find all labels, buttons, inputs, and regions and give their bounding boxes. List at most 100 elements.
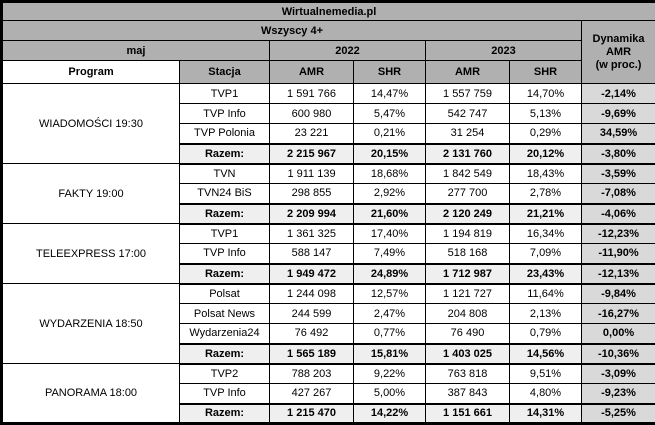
station-cell: Polsat News <box>180 304 270 324</box>
title-row: Wirtualnemedia.pl <box>2 2 655 21</box>
station-cell: Razem: <box>180 264 270 284</box>
dynamics-header-line3: (w proc.) <box>584 59 653 72</box>
shr-2023-cell: 23,43% <box>510 264 582 284</box>
shr-2023-cell: 14,70% <box>510 84 582 104</box>
shr-2023-cell: 7,09% <box>510 244 582 264</box>
amr-2022-cell: 2 209 994 <box>270 204 354 224</box>
shr-2022-cell: 21,60% <box>354 204 426 224</box>
population-header: Wszyscy 4+ <box>2 21 582 41</box>
amr-2022-cell: 2 215 967 <box>270 144 354 164</box>
dynamics-cell: -12,23% <box>582 224 655 244</box>
shr-2023-cell: 18,43% <box>510 164 582 184</box>
shr-2022-cell: 17,40% <box>354 224 426 244</box>
amr-2023-cell: 204 808 <box>426 304 510 324</box>
dynamics-cell: -9,23% <box>582 384 655 404</box>
shr-2022-cell: 20,15% <box>354 144 426 164</box>
shr-2022-cell: 15,81% <box>354 344 426 364</box>
amr-2022-cell: 600 980 <box>270 104 354 124</box>
month-header: maj <box>2 41 270 61</box>
program-cell: WIADOMOŚCI 19:30 <box>2 84 180 164</box>
program-cell: PANORAMA 18:00 <box>2 364 180 424</box>
shr-2023-column-header: SHR <box>510 61 582 84</box>
population-row: Wszyscy 4+ Dynamika AMR (w proc.) <box>2 21 655 41</box>
station-cell: Razem: <box>180 204 270 224</box>
year-2023-header: 2023 <box>426 41 582 61</box>
amr-2022-cell: 76 492 <box>270 324 354 344</box>
shr-2022-cell: 5,00% <box>354 384 426 404</box>
shr-2022-cell: 2,92% <box>354 184 426 204</box>
dynamics-cell: -12,13% <box>582 264 655 284</box>
amr-2022-cell: 23 221 <box>270 124 354 144</box>
shr-2022-cell: 0,77% <box>354 324 426 344</box>
shr-2022-cell: 18,68% <box>354 164 426 184</box>
dynamics-cell: -3,09% <box>582 364 655 384</box>
station-column-header: Stacja <box>180 61 270 84</box>
shr-2022-cell: 24,89% <box>354 264 426 284</box>
station-cell: TVP Info <box>180 104 270 124</box>
shr-2023-cell: 11,64% <box>510 284 582 304</box>
shr-2023-cell: 14,56% <box>510 344 582 364</box>
amr-2023-cell: 1 712 987 <box>426 264 510 284</box>
amr-2023-cell: 1 842 549 <box>426 164 510 184</box>
amr-2023-cell: 76 490 <box>426 324 510 344</box>
shr-2022-cell: 9,22% <box>354 364 426 384</box>
shr-2023-cell: 21,21% <box>510 204 582 224</box>
amr-2023-cell: 542 747 <box>426 104 510 124</box>
dynamics-cell: -10,36% <box>582 344 655 364</box>
program-column-header: Program <box>2 61 180 84</box>
amr-2022-cell: 244 599 <box>270 304 354 324</box>
shr-2022-column-header: SHR <box>354 61 426 84</box>
program-cell: WYDARZENIA 18:50 <box>2 284 180 364</box>
year-row: maj 2022 2023 <box>2 41 655 61</box>
amr-2023-cell: 1 557 759 <box>426 84 510 104</box>
shr-2023-cell: 16,34% <box>510 224 582 244</box>
program-cell: TELEEXPRESS 17:00 <box>2 224 180 284</box>
amr-2022-cell: 427 267 <box>270 384 354 404</box>
dynamics-header-line2: AMR <box>584 46 653 59</box>
station-cell: TVN24 BiS <box>180 184 270 204</box>
dynamics-cell: 34,59% <box>582 124 655 144</box>
amr-2022-column-header: AMR <box>270 61 354 84</box>
station-cell: Wydarzenia24 <box>180 324 270 344</box>
dynamics-cell: -2,14% <box>582 84 655 104</box>
station-cell: TVP1 <box>180 224 270 244</box>
shr-2022-cell: 12,57% <box>354 284 426 304</box>
shr-2023-cell: 5,13% <box>510 104 582 124</box>
shr-2023-cell: 4,80% <box>510 384 582 404</box>
column-header-row: Program Stacja AMR SHR AMR SHR <box>2 61 655 84</box>
station-cell: TVP1 <box>180 84 270 104</box>
shr-2023-cell: 0,79% <box>510 324 582 344</box>
station-cell: Razem: <box>180 344 270 364</box>
amr-2022-cell: 1 949 472 <box>270 264 354 284</box>
amr-2022-cell: 1 565 189 <box>270 344 354 364</box>
dynamics-header-line1: Dynamika <box>584 33 653 46</box>
amr-2023-cell: 518 168 <box>426 244 510 264</box>
shr-2022-cell: 14,47% <box>354 84 426 104</box>
station-cell: TVP2 <box>180 364 270 384</box>
amr-2023-cell: 31 254 <box>426 124 510 144</box>
amr-2022-cell: 1 591 766 <box>270 84 354 104</box>
amr-2022-cell: 1 361 325 <box>270 224 354 244</box>
dynamics-cell: -3,59% <box>582 164 655 184</box>
amr-2023-cell: 1 194 819 <box>426 224 510 244</box>
program-cell: FAKTY 19:00 <box>2 164 180 224</box>
ratings-table-header: Wirtualnemedia.pl Wszyscy 4+ Dynamika AM… <box>2 2 655 84</box>
year-2022-header: 2022 <box>270 41 426 61</box>
amr-2023-cell: 763 818 <box>426 364 510 384</box>
amr-2023-cell: 387 843 <box>426 384 510 404</box>
station-cell: Razem: <box>180 144 270 164</box>
amr-2022-cell: 1 911 139 <box>270 164 354 184</box>
amr-2023-cell: 277 700 <box>426 184 510 204</box>
dynamics-cell: -7,08% <box>582 184 655 204</box>
amr-2023-cell: 1 121 727 <box>426 284 510 304</box>
amr-2022-cell: 788 203 <box>270 364 354 384</box>
station-cell: TVN <box>180 164 270 184</box>
dynamics-cell: -9,69% <box>582 104 655 124</box>
amr-2023-cell: 2 131 760 <box>426 144 510 164</box>
